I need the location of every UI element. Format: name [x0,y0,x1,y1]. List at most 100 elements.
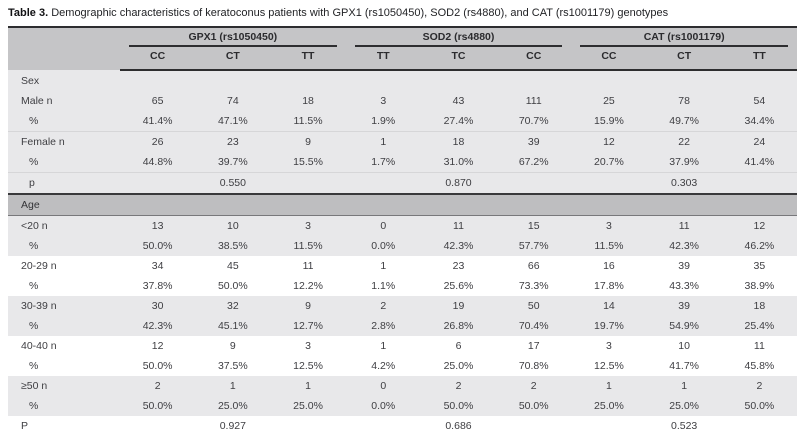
row-label: Age [8,193,797,216]
row-label: % [8,152,120,173]
corner-cell [8,27,120,70]
table-row: 30-39 n 30 32 9 2 19 50 14 39 18 [8,296,797,316]
cell-value: 12.7% [270,316,346,336]
cell-value: 50.0% [120,396,196,416]
table-row: 20-29 n 34 45 11 1 23 66 16 39 35 [8,256,797,276]
cell-value: 50.0% [120,236,196,256]
allele-header: TT [721,50,797,71]
cell-value: 0.523 [646,416,722,434]
cell-value: 25.4% [721,316,797,336]
cell-value: 3 [270,215,346,236]
cell-value: 15.5% [270,152,346,173]
cell-value: 0.927 [195,416,271,434]
table-caption-text: Demographic characteristics of keratocon… [51,7,669,19]
cell-value: 34.4% [721,111,797,132]
cell-value [721,172,797,194]
cell-value: 24 [721,131,797,152]
row-label: % [8,111,120,132]
cell-value: 10 [195,215,271,236]
cell-value: 25.0% [646,396,722,416]
table-row: p 0.550 0.870 0.303 [8,172,797,194]
table-row: <20 n 13 10 3 0 11 15 3 11 12 [8,215,797,236]
cell-value: 14 [571,296,647,316]
cell-value: 25.0% [270,396,346,416]
cell-value: 0.303 [646,172,722,194]
cell-value: 12.2% [270,276,346,296]
cell-value: 2.8% [345,316,421,336]
table-row: % 50.0% 37.5% 12.5% 4.2% 25.0% 70.8% 12.5% 41.7%… [8,356,797,376]
table-row: % 50.0% 25.0% 25.0% 0.0% 50.0% 50.0% 25.0% 25.0%… [8,396,797,416]
cell-value: 12 [721,215,797,236]
cell-value: 31.0% [420,152,497,173]
table-caption: Table 3. Demographic characteristics of … [8,6,797,20]
table-row: 40-40 n 12 9 3 1 6 17 3 10 11 [8,336,797,356]
table-row: % 50.0% 38.5% 11.5% 0.0% 42.3% 57.7% 11.5% 42.3%… [8,236,797,256]
group-header-cat: CAT (rs1001179) [571,27,797,50]
cell-value: 12.5% [571,356,647,376]
cell-value: 73.3% [496,276,572,296]
row-label: % [8,276,120,296]
row-label: 20-29 n [8,256,120,276]
cell-value: 23 [195,131,271,152]
table-row: % 41.4% 47.1% 11.5% 1.9% 27.4% 70.7% 15.9% 49.7%… [8,111,797,132]
group-header-cat-label: CAT (rs1001179) [580,28,788,47]
cell-value: 65 [120,91,196,111]
cell-value: 25.0% [195,396,271,416]
cell-value: 6 [420,336,497,356]
cell-value: 20.7% [571,152,647,173]
cell-value: 1 [345,131,421,152]
allele-header: TT [270,50,346,71]
cell-value: 23 [420,256,497,276]
cell-value: 10 [646,336,722,356]
cell-value: 17.8% [571,276,647,296]
cell-value: 1 [345,336,421,356]
cell-value: 50.0% [420,396,497,416]
cell-value: 11.5% [571,236,647,256]
cell-value: 37.9% [646,152,722,173]
table-header: GPX1 (rs1050450) SOD2 (rs4880) CAT (rs10… [8,27,797,71]
cell-value: 39 [496,131,572,152]
allele-header: TT [345,50,421,71]
cell-value: 25 [571,91,647,111]
allele-header: CC [120,50,196,71]
cell-value: 11 [270,256,346,276]
cell-value: 22 [646,131,722,152]
cell-value: 1.7% [345,152,421,173]
cell-value: 44.8% [120,152,196,173]
row-label: p [8,172,120,194]
row-label: % [8,396,120,416]
cell-value [345,172,421,194]
cell-value: 11 [420,215,497,236]
cell-value: 41.4% [120,111,196,132]
table-row: Male n 65 74 18 3 43 111 25 78 54 [8,91,797,111]
cell-value: 26.8% [420,316,497,336]
row-label: % [8,356,120,376]
row-label: Male n [8,91,120,111]
cell-value: 35 [721,256,797,276]
cell-value: 16 [571,256,647,276]
cell-value: 0.550 [195,172,271,194]
cell-value: 13 [120,215,196,236]
cell-value: 66 [496,256,572,276]
cell-value: 70.4% [496,316,572,336]
cell-value: 47.1% [195,111,271,132]
cell-value: 43 [420,91,497,111]
cell-value [270,172,346,194]
cell-value: 19.7% [571,316,647,336]
cell-value: 37.5% [195,356,271,376]
cell-value: 2 [345,296,421,316]
cell-value: 70.8% [496,356,572,376]
cell-value: 12.5% [270,356,346,376]
cell-value: 12 [120,336,196,356]
cell-value: 3 [345,91,421,111]
section-row: Sex [8,70,797,91]
allele-header: CC [571,50,647,71]
cell-value: 4.2% [345,356,421,376]
cell-value: 50.0% [496,396,572,416]
cell-value: 42.3% [120,316,196,336]
cell-value: 3 [571,215,647,236]
cell-value: 15 [496,215,572,236]
cell-value: 1 [646,376,722,396]
cell-value: 78 [646,91,722,111]
